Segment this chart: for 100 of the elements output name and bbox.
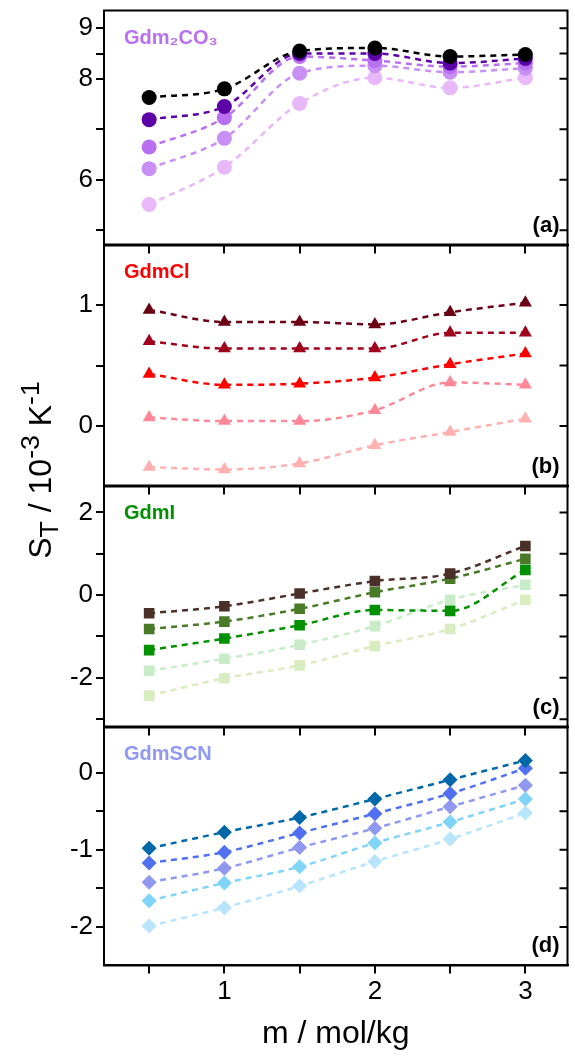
point xyxy=(142,409,156,422)
y-tick-label: 9 xyxy=(78,11,93,42)
point xyxy=(517,791,533,807)
point xyxy=(292,840,308,856)
point xyxy=(294,588,305,599)
point xyxy=(520,594,531,605)
point xyxy=(142,366,156,378)
point xyxy=(217,377,231,389)
point xyxy=(293,376,307,388)
point xyxy=(518,345,532,358)
point xyxy=(217,314,231,326)
point xyxy=(219,600,230,612)
point xyxy=(368,341,382,353)
y-tick-label: -1 xyxy=(69,833,93,864)
point xyxy=(292,825,308,841)
annotation: (b) xyxy=(531,453,560,479)
point xyxy=(368,370,382,382)
x-tick-label: 3 xyxy=(518,975,533,1006)
y-tick-label: 0 xyxy=(78,578,93,609)
point xyxy=(517,752,533,768)
point xyxy=(219,653,230,665)
point xyxy=(294,620,305,631)
point xyxy=(443,325,457,337)
point xyxy=(293,413,307,425)
point xyxy=(141,893,157,909)
point xyxy=(443,356,457,369)
point xyxy=(292,96,308,112)
point xyxy=(442,786,458,802)
point xyxy=(217,341,231,353)
point xyxy=(216,844,232,860)
point xyxy=(442,814,458,830)
point xyxy=(141,197,157,212)
point xyxy=(219,616,230,627)
point xyxy=(141,112,157,128)
point xyxy=(367,40,383,56)
text: GdmCl xyxy=(124,260,190,283)
point xyxy=(141,918,157,934)
point xyxy=(518,377,532,389)
x-axis-title: m / mol/kg xyxy=(261,1013,410,1050)
point xyxy=(367,835,383,851)
point xyxy=(216,824,232,840)
point xyxy=(517,47,533,63)
point xyxy=(443,304,457,317)
point xyxy=(368,402,382,414)
point xyxy=(517,777,533,793)
point xyxy=(444,594,456,605)
point xyxy=(219,633,230,644)
annotation: (d) xyxy=(531,932,560,958)
point xyxy=(216,900,232,916)
text: GdmI xyxy=(124,501,176,524)
point xyxy=(216,860,232,876)
y-tick-label: 0 xyxy=(78,409,93,440)
point xyxy=(443,374,457,387)
point xyxy=(518,411,532,423)
point xyxy=(518,295,532,307)
point xyxy=(219,672,230,684)
point xyxy=(293,341,307,353)
point xyxy=(443,424,457,436)
y-tick-label: 6 xyxy=(78,162,93,193)
point xyxy=(294,639,305,651)
point xyxy=(367,791,383,807)
point xyxy=(368,437,382,450)
point xyxy=(444,568,456,579)
point xyxy=(442,80,458,96)
point xyxy=(368,316,382,329)
point xyxy=(292,810,308,825)
y-tick-label: 0 xyxy=(78,755,93,786)
point xyxy=(520,540,531,552)
y-tick-label: 2 xyxy=(78,495,93,526)
point xyxy=(216,159,232,175)
point xyxy=(216,81,232,97)
point xyxy=(143,608,155,619)
point xyxy=(520,553,531,565)
point xyxy=(369,586,381,598)
annotation: (a) xyxy=(532,212,560,238)
point xyxy=(142,302,156,314)
point xyxy=(442,831,458,847)
x-tick-label: 1 xyxy=(217,975,232,1006)
point xyxy=(520,579,531,591)
y-tick-label: -2 xyxy=(69,660,93,691)
x-tick-label: 2 xyxy=(367,975,383,1006)
point xyxy=(292,65,308,81)
point xyxy=(141,161,157,177)
point xyxy=(367,806,383,822)
point xyxy=(216,130,232,146)
text: Gdm₂CO₃ xyxy=(124,26,218,49)
point xyxy=(142,333,156,346)
y-tick-label: -2 xyxy=(69,910,93,941)
y-tick-label: 1 xyxy=(78,288,93,319)
point xyxy=(520,564,531,576)
point xyxy=(216,99,232,115)
point xyxy=(141,840,157,856)
point xyxy=(442,49,458,65)
point xyxy=(141,855,157,871)
point xyxy=(142,459,156,471)
point xyxy=(292,878,308,894)
point xyxy=(141,139,157,155)
text: GdmSCN xyxy=(124,742,212,765)
point xyxy=(367,853,383,869)
y-tick-label: 8 xyxy=(78,61,93,92)
